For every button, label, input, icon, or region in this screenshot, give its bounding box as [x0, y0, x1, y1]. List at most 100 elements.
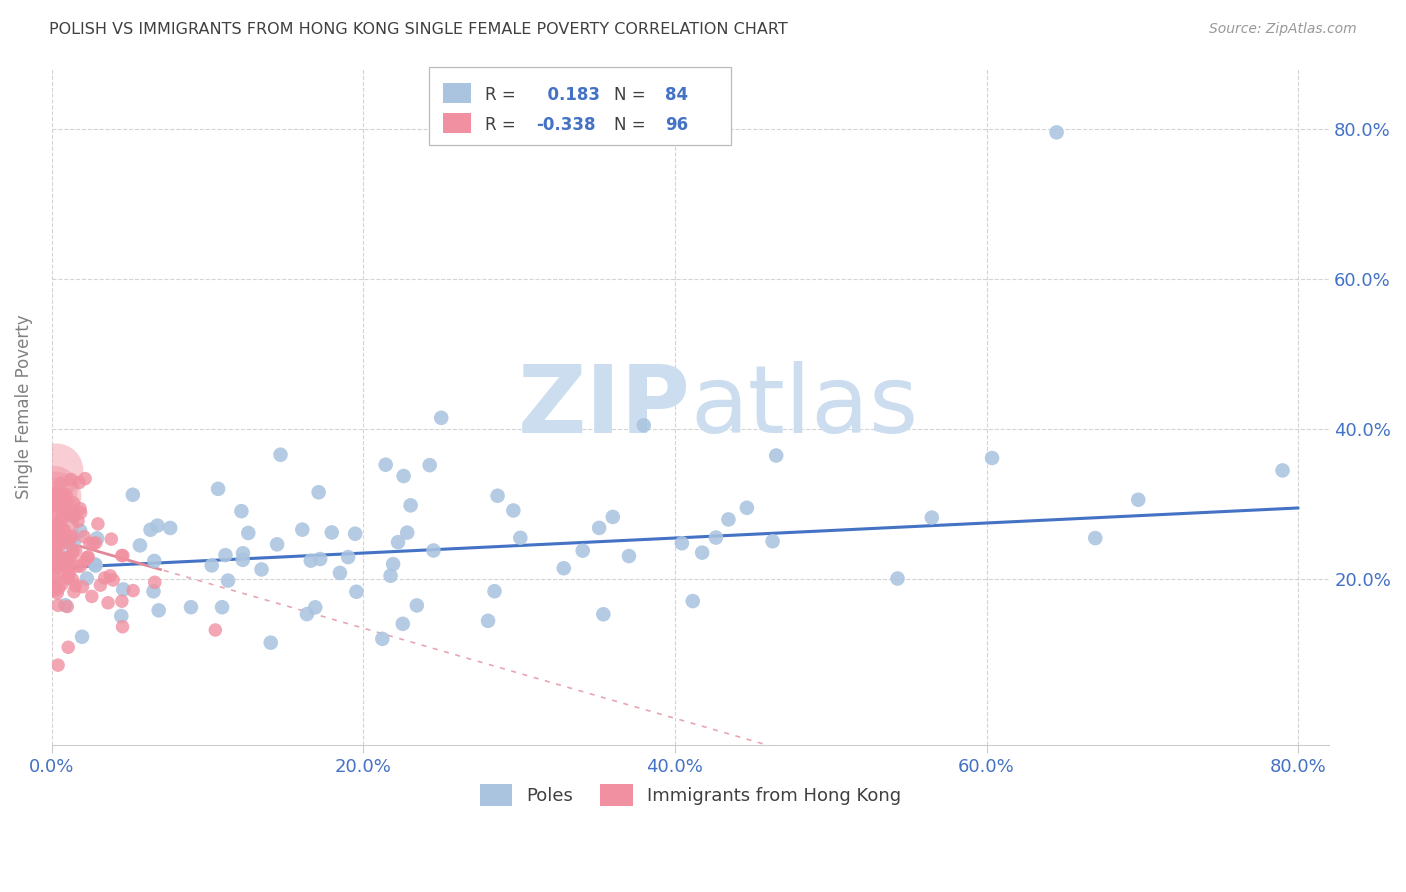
Point — [44, 497, 66, 511]
Point — [93, 571, 115, 585]
Point — [690, 546, 713, 560]
Point — [51, 491, 73, 505]
Point — [304, 600, 326, 615]
Point — [44, 574, 66, 589]
Point — [55, 528, 77, 542]
Point — [45, 556, 67, 570]
Point — [321, 525, 343, 540]
Point — [51, 522, 73, 536]
Point — [84, 536, 107, 550]
Point — [53, 533, 76, 548]
Point — [270, 448, 292, 462]
Point — [49, 550, 72, 565]
Point — [266, 537, 288, 551]
Point — [571, 543, 593, 558]
Point — [63, 584, 86, 599]
Point — [69, 501, 91, 516]
Point — [44, 583, 66, 598]
Point — [42, 580, 65, 594]
Point — [735, 500, 758, 515]
Text: atlas: atlas — [690, 360, 918, 452]
Point — [45, 559, 67, 574]
Point — [981, 450, 1004, 465]
Point — [53, 598, 76, 612]
Point — [477, 614, 499, 628]
Point — [82, 537, 104, 551]
Point — [58, 569, 80, 583]
Point — [46, 536, 69, 550]
Point — [207, 482, 229, 496]
Point — [553, 561, 575, 575]
Point — [56, 599, 79, 614]
Text: -0.338: -0.338 — [536, 116, 595, 134]
Point — [430, 410, 453, 425]
Point — [42, 500, 65, 515]
Point — [52, 567, 75, 582]
Point — [73, 530, 96, 544]
Text: POLISH VS IMMIGRANTS FROM HONG KONG SINGLE FEMALE POVERTY CORRELATION CHART: POLISH VS IMMIGRANTS FROM HONG KONG SING… — [49, 22, 787, 37]
Point — [76, 572, 98, 586]
Point — [65, 578, 87, 592]
Point — [73, 555, 96, 569]
Point — [46, 599, 69, 613]
Point — [143, 575, 166, 590]
Text: Source: ZipAtlas.com: Source: ZipAtlas.com — [1209, 22, 1357, 37]
Text: 96: 96 — [665, 116, 688, 134]
Point — [671, 536, 693, 550]
Point — [49, 549, 72, 563]
Point — [399, 499, 422, 513]
Point — [380, 568, 402, 582]
Point — [42, 567, 65, 582]
Point — [217, 574, 239, 588]
Point — [48, 516, 70, 531]
Point — [45, 490, 67, 504]
Point — [110, 609, 132, 624]
Point — [59, 551, 82, 566]
Point — [509, 531, 531, 545]
Point — [49, 532, 72, 546]
Point — [299, 554, 322, 568]
Point — [592, 607, 614, 622]
Point — [250, 562, 273, 576]
Point — [66, 514, 89, 528]
Point — [419, 458, 441, 472]
Point — [53, 496, 76, 510]
Point — [56, 550, 79, 565]
Point — [62, 509, 84, 524]
Point — [86, 532, 108, 546]
Point — [717, 512, 740, 526]
Point — [602, 509, 624, 524]
Point — [682, 594, 704, 608]
Point — [111, 620, 134, 634]
Point — [45, 544, 67, 558]
Point — [396, 525, 419, 540]
Point — [53, 523, 76, 537]
Point — [80, 590, 103, 604]
Point — [146, 518, 169, 533]
Point — [51, 537, 73, 551]
Point — [45, 521, 67, 535]
Point — [89, 578, 111, 592]
Point — [143, 554, 166, 568]
Point — [48, 520, 70, 534]
Point — [42, 487, 65, 501]
Point — [87, 516, 110, 531]
Point — [308, 485, 330, 500]
Point — [101, 573, 124, 587]
Point — [62, 535, 84, 549]
Point — [62, 544, 84, 558]
Point — [139, 523, 162, 537]
Point — [148, 603, 170, 617]
Point — [112, 582, 135, 597]
Point — [97, 596, 120, 610]
Point — [62, 496, 84, 510]
Point — [295, 607, 318, 621]
Point — [56, 571, 79, 585]
Point — [42, 541, 65, 555]
Point — [214, 548, 236, 562]
Point — [49, 531, 72, 545]
Point — [48, 530, 70, 544]
Point — [392, 469, 415, 483]
Point — [42, 545, 65, 559]
Text: R =: R = — [485, 86, 516, 103]
